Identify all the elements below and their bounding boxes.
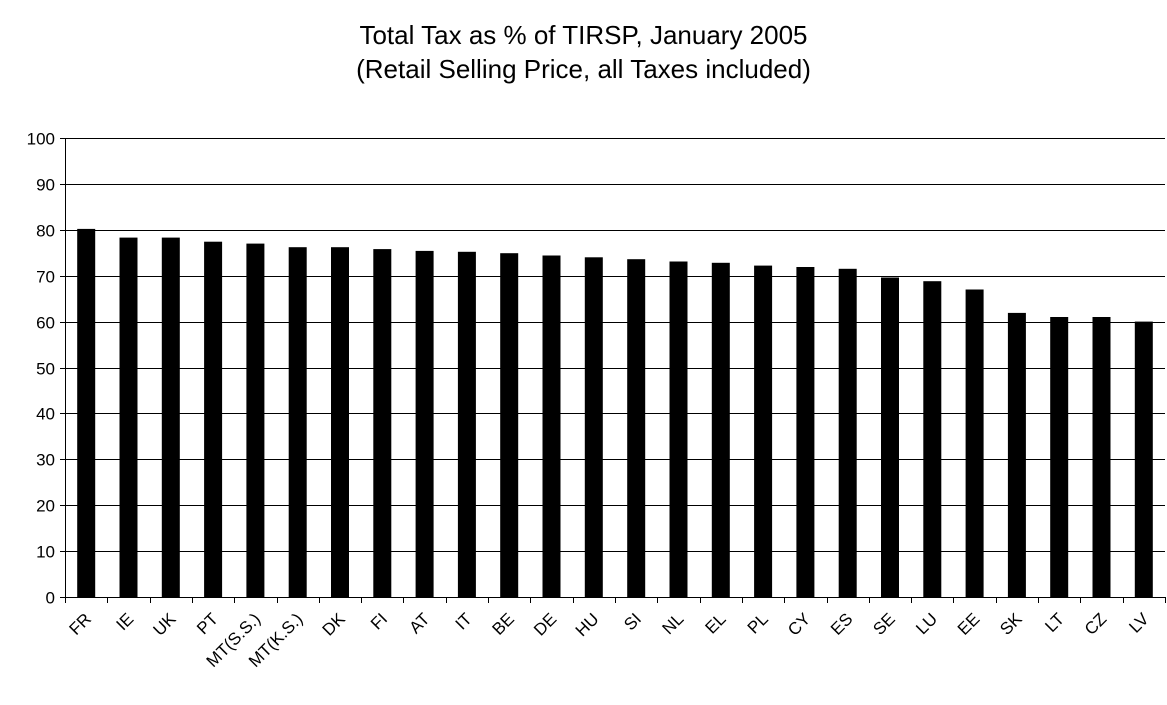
- bar-AT: [415, 250, 434, 597]
- x-tick-label: SI: [620, 609, 645, 634]
- y-tick-label: 100: [27, 130, 55, 149]
- y-tick-label: 60: [36, 314, 55, 333]
- y-tick-label: 70: [36, 268, 55, 287]
- x-tick-label: EE: [954, 609, 983, 638]
- y-tick-label: 0: [46, 589, 55, 608]
- chart-subtitle: (Retail Selling Price, all Taxes include…: [356, 54, 811, 84]
- x-tick-label: LT: [1041, 609, 1068, 636]
- x-tick-label: DK: [319, 609, 350, 640]
- bar-SK: [1007, 312, 1026, 597]
- x-tick-label: EL: [701, 609, 729, 637]
- bar-PT: [204, 241, 223, 597]
- gridlines: [65, 138, 1165, 552]
- bar-EL: [711, 262, 730, 597]
- bar-FI: [373, 249, 392, 597]
- x-tick-label: PT: [193, 609, 222, 638]
- bar-EE: [965, 289, 984, 597]
- bar-LT: [1050, 317, 1069, 597]
- y-tick-label: 90: [36, 176, 55, 195]
- bar-IE: [119, 237, 138, 597]
- bar-ES: [838, 268, 857, 597]
- bar-PL: [754, 265, 773, 597]
- y-tick-label: 10: [36, 543, 55, 562]
- x-tick-label: NL: [659, 609, 688, 638]
- x-tick-label: CY: [784, 609, 814, 639]
- x-tick-label: CZ: [1081, 609, 1110, 638]
- x-tick-label: ES: [827, 609, 856, 638]
- x-tick-label: FI: [367, 609, 391, 633]
- bar-SE: [881, 277, 899, 597]
- bar-IT: [457, 251, 476, 598]
- bar-NL: [669, 261, 688, 597]
- bar-SI: [627, 259, 646, 597]
- y-tick-label: 50: [36, 360, 55, 379]
- bar-FR: [77, 228, 96, 597]
- bar-MT(S.S.): [246, 243, 265, 597]
- x-tick-label: DE: [530, 609, 560, 639]
- y-tick-label: 20: [36, 497, 55, 516]
- bar-DE: [542, 255, 561, 597]
- x-tick-label: SK: [996, 609, 1026, 639]
- x-tick-label: AT: [406, 609, 434, 637]
- y-axis-tick-labels: 0 10 20 30 40 50 60 70 80 90 100: [27, 130, 55, 608]
- x-tick-label: LV: [1125, 609, 1153, 637]
- bar-CZ: [1092, 317, 1111, 597]
- x-tick-label: UK: [149, 609, 180, 640]
- x-tick-label: SE: [869, 609, 898, 638]
- y-tick-label: 30: [36, 451, 55, 470]
- x-tick-label: PL: [744, 609, 772, 637]
- bar-DK: [331, 247, 349, 597]
- bar-BE: [500, 253, 519, 597]
- bar-LU: [923, 281, 942, 597]
- bar-LV: [1134, 321, 1153, 597]
- x-tick-label: IE: [113, 609, 138, 634]
- bar-CY: [796, 267, 815, 597]
- axes: [60, 138, 1166, 603]
- y-tick-label: 40: [36, 405, 55, 424]
- bar-HU: [584, 257, 603, 597]
- x-tick-label: HU: [572, 609, 603, 640]
- x-tick-label: BE: [489, 609, 518, 638]
- x-tick-label: IT: [452, 609, 476, 633]
- bars: [77, 228, 1153, 598]
- x-tick-label: FR: [66, 609, 95, 638]
- bar-UK: [161, 237, 180, 597]
- bar-MT(K.S.): [288, 247, 307, 597]
- y-tick-label: 80: [36, 222, 55, 241]
- chart-title: Total Tax as % of TIRSP, January 2005: [359, 20, 808, 50]
- x-tick-label: LU: [912, 609, 941, 638]
